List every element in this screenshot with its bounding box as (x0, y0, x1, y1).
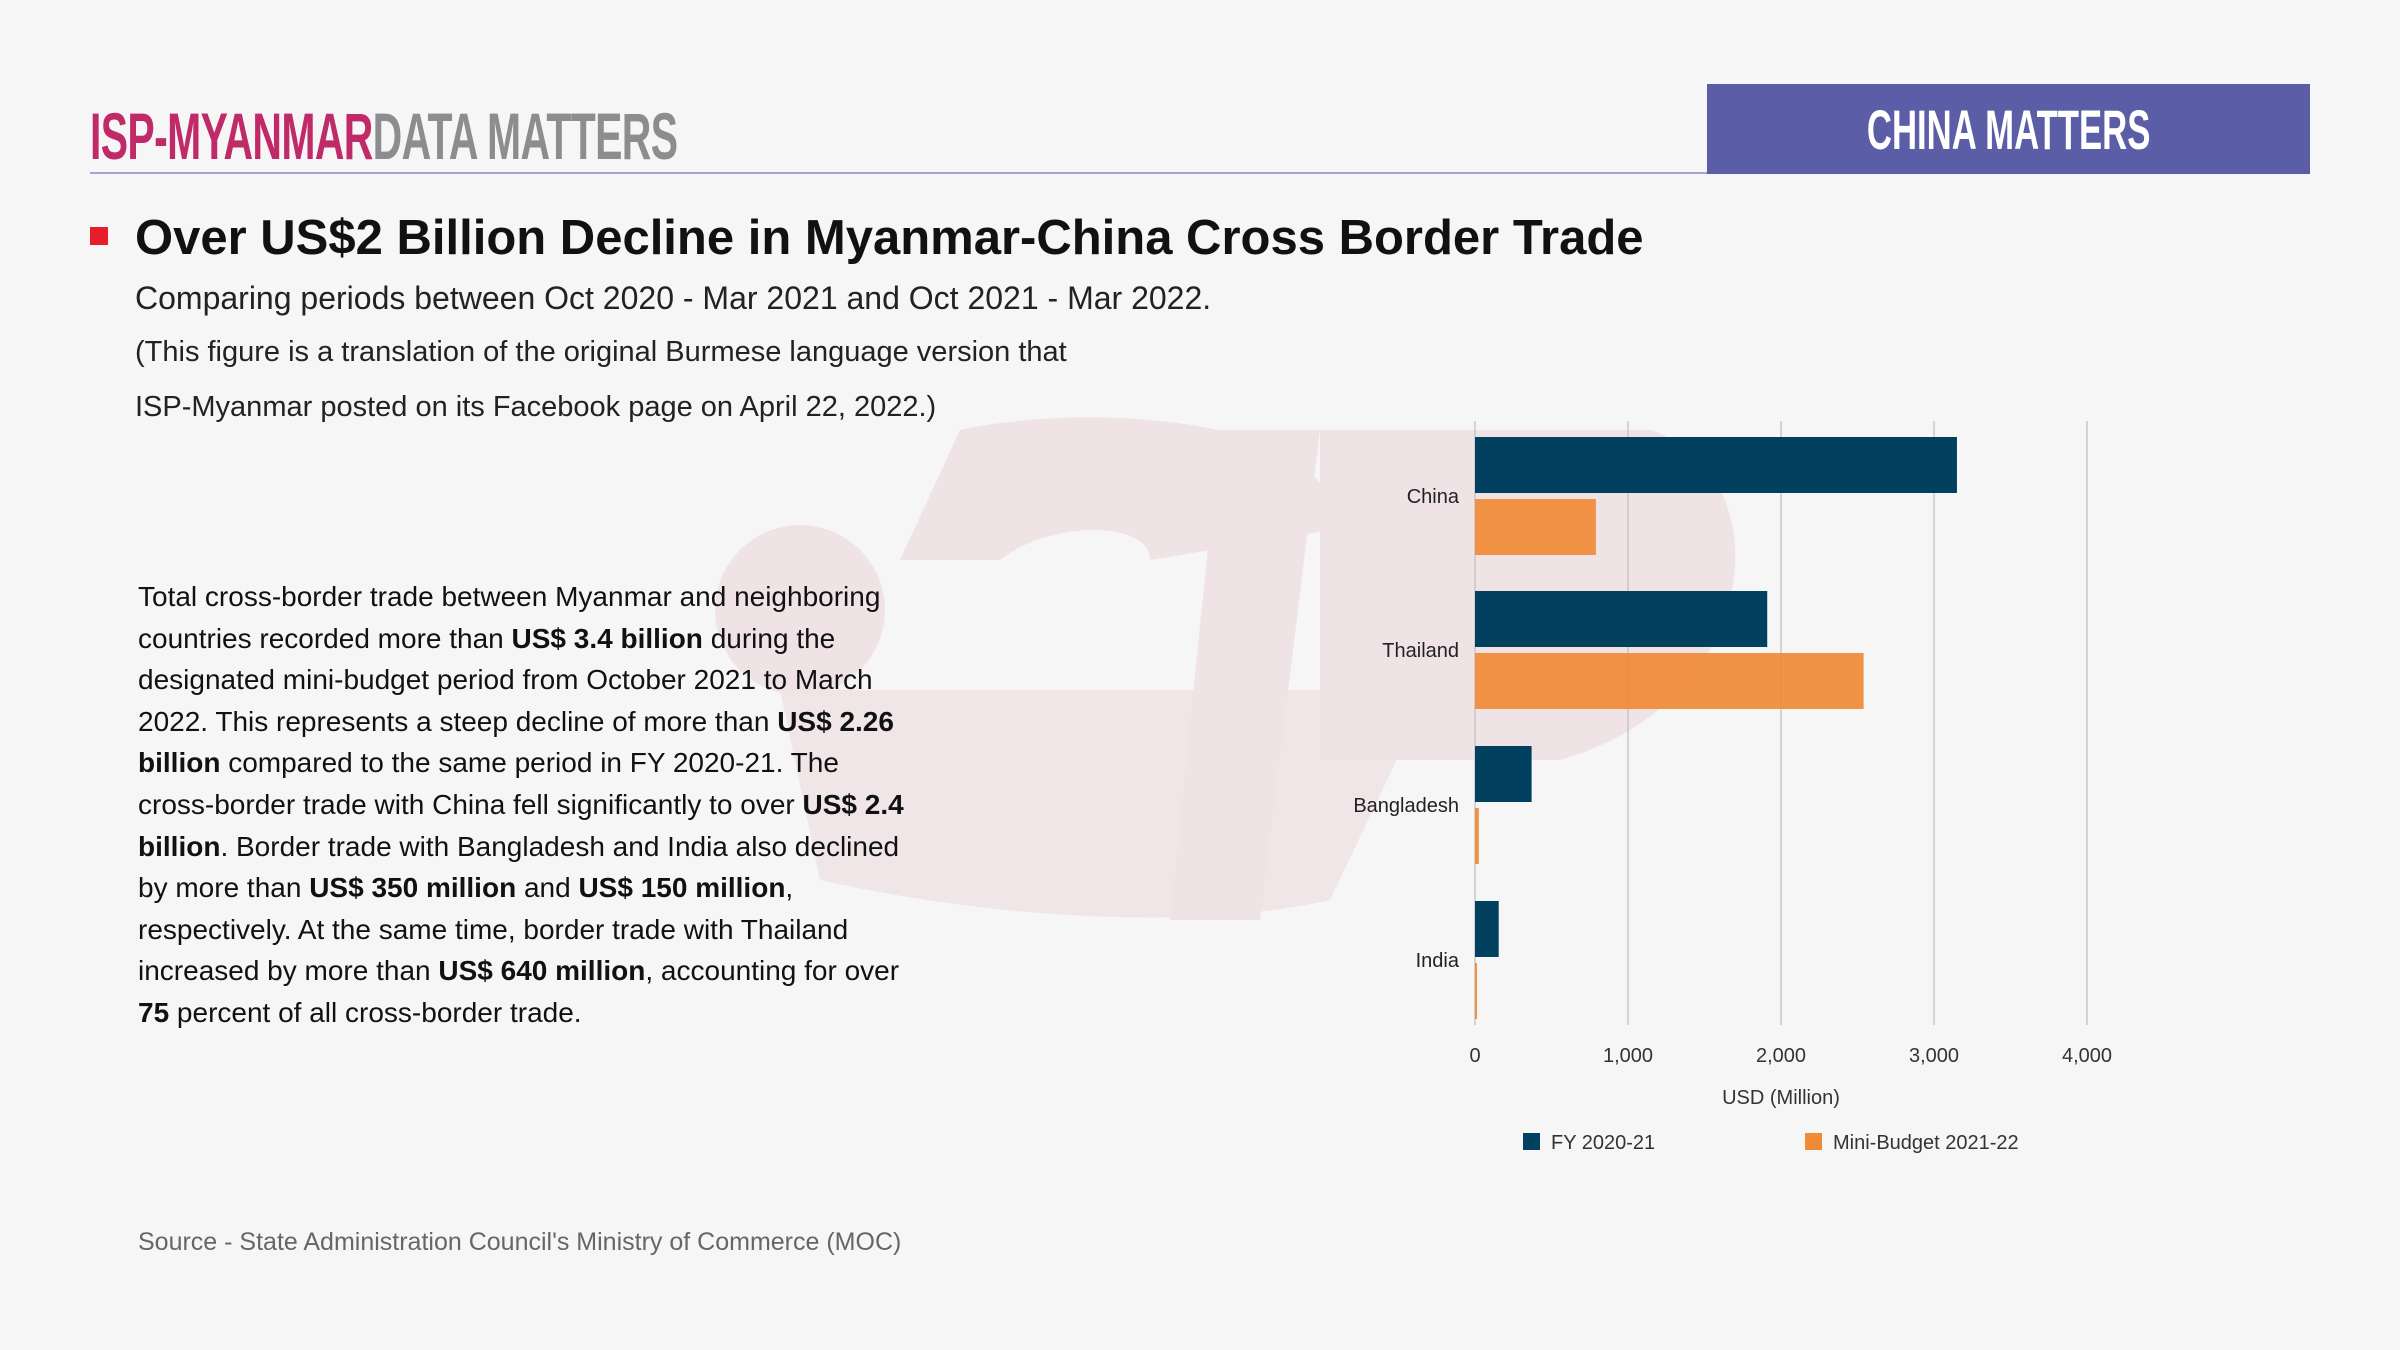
section-name: DATA MATTERS (372, 99, 678, 173)
header-divider (90, 172, 1710, 174)
source-note: Source - State Administration Council's … (138, 1228, 902, 1256)
bar-mini-budget (1475, 808, 1479, 864)
page-title: Over US$2 Billion Decline in Myanmar-Chi… (135, 211, 1644, 265)
summary-paragraph: Total cross-border trade between Myanmar… (138, 576, 918, 1034)
bar-fy2020-21 (1475, 591, 1768, 647)
bar-fy2020-21 (1475, 437, 1957, 493)
section-tag-label: CHINA MATTERS (1866, 97, 2151, 161)
legend-swatch (1523, 1133, 1540, 1150)
bullet-icon (90, 227, 108, 245)
legend-label: Mini-Budget 2021-22 (1833, 1132, 2019, 1154)
paragraph-text: during the designated mini-budget period… (138, 622, 873, 737)
paragraph-text: compared to the same period in FY 2020-2… (138, 747, 839, 820)
x-tick-label: 3,000 (1909, 1045, 1959, 1067)
logo: ISP-MYANMARDATA MATTERS (90, 98, 678, 174)
legend-swatch (1805, 1133, 1822, 1150)
highlight-figure: US$ 3.4 billion (511, 622, 703, 654)
section-tag: CHINA MATTERS (1707, 84, 2310, 174)
bar-fy2020-21 (1475, 746, 1532, 802)
bar-mini-budget (1475, 653, 1864, 709)
note-line: ISP-Myanmar posted on its Facebook page … (135, 391, 937, 423)
x-tick-label: 0 (1469, 1045, 1480, 1067)
highlight-figure: US$ 150 million (578, 872, 786, 904)
bar-fy2020-21 (1475, 901, 1499, 957)
bar-mini-budget (1475, 499, 1596, 555)
y-category-label: India (1416, 950, 1460, 972)
highlight-figure: US$ 2.26 billion (138, 705, 894, 779)
paragraph-text: , accounting for over (645, 955, 900, 987)
note-line: (This figure is a translation of the ori… (135, 336, 1067, 368)
y-category-label: Thailand (1382, 640, 1459, 662)
x-tick-label: 2,000 (1756, 1045, 1806, 1067)
bar-mini-budget (1475, 963, 1477, 1019)
highlight-figure: US$ 350 million (309, 872, 517, 904)
brand-name: ISP-MYANMAR (90, 99, 373, 173)
x-tick-label: 4,000 (2062, 1045, 2112, 1067)
highlight-figure: US$ 2.4 billion (138, 788, 904, 862)
highlight-figure: US$ 640 million (438, 955, 646, 987)
paragraph-text: percent of all cross-border trade. (169, 996, 582, 1028)
paragraph-text: and (516, 872, 579, 904)
x-axis-label: USD (Million) (1722, 1087, 1840, 1109)
paragraph-text: . Border trade with Bangladesh and India… (138, 830, 900, 904)
legend-label: FY 2020-21 (1551, 1132, 1655, 1154)
paragraph-text: Total cross-border trade between Myanmar… (138, 581, 881, 654)
y-category-label: Bangladesh (1353, 795, 1459, 817)
subtitle: Comparing periods between Oct 2020 - Mar… (135, 280, 1212, 316)
x-tick-label: 1,000 (1603, 1045, 1653, 1067)
y-category-label: China (1407, 486, 1460, 508)
highlight-figure: 75 (138, 996, 170, 1028)
paragraph-text: , respectively. At the same time, border… (138, 872, 849, 987)
